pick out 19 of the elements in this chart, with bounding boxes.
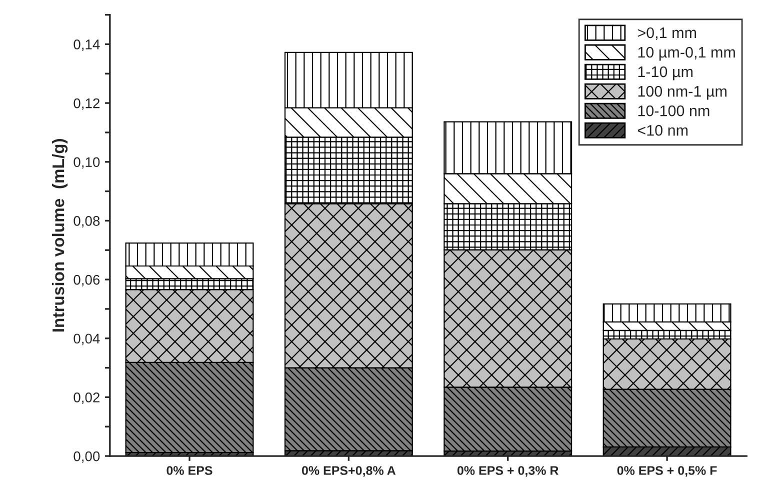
legend-label: 10 µm-0,1 mm (638, 46, 735, 61)
y-tick-label: 0,10 (74, 157, 100, 169)
x-tick-label: 0% EPS + 0,3% R (457, 466, 558, 477)
y-tick-label: 0,06 (74, 274, 100, 286)
legend-label: 10-100 nm (638, 105, 710, 116)
x-tick-label: 0% EPS + 0,5% F (617, 466, 717, 477)
legend-label: >0,1 mm (638, 27, 696, 40)
y-tick-label: 0,12 (74, 98, 100, 110)
x-tick-label: 0% EPS+0,8% A (302, 466, 396, 477)
x-tick-label: 0% EPS (166, 466, 212, 475)
y-tick-label: 0,14 (74, 40, 100, 52)
legend-label: 1-10 µm (638, 66, 692, 80)
legend-label: <10 nm (638, 124, 688, 136)
y-axis-title: Intrusion volume (mL/g) (52, 139, 68, 332)
y-tick-label: 0,00 (74, 451, 100, 463)
y-tick-label: 0,02 (74, 392, 100, 404)
y-tick-label: 0,04 (74, 334, 100, 346)
y-tick-label: 0,08 (74, 216, 100, 228)
legend-label: 100 nm-1 µm (638, 86, 726, 100)
